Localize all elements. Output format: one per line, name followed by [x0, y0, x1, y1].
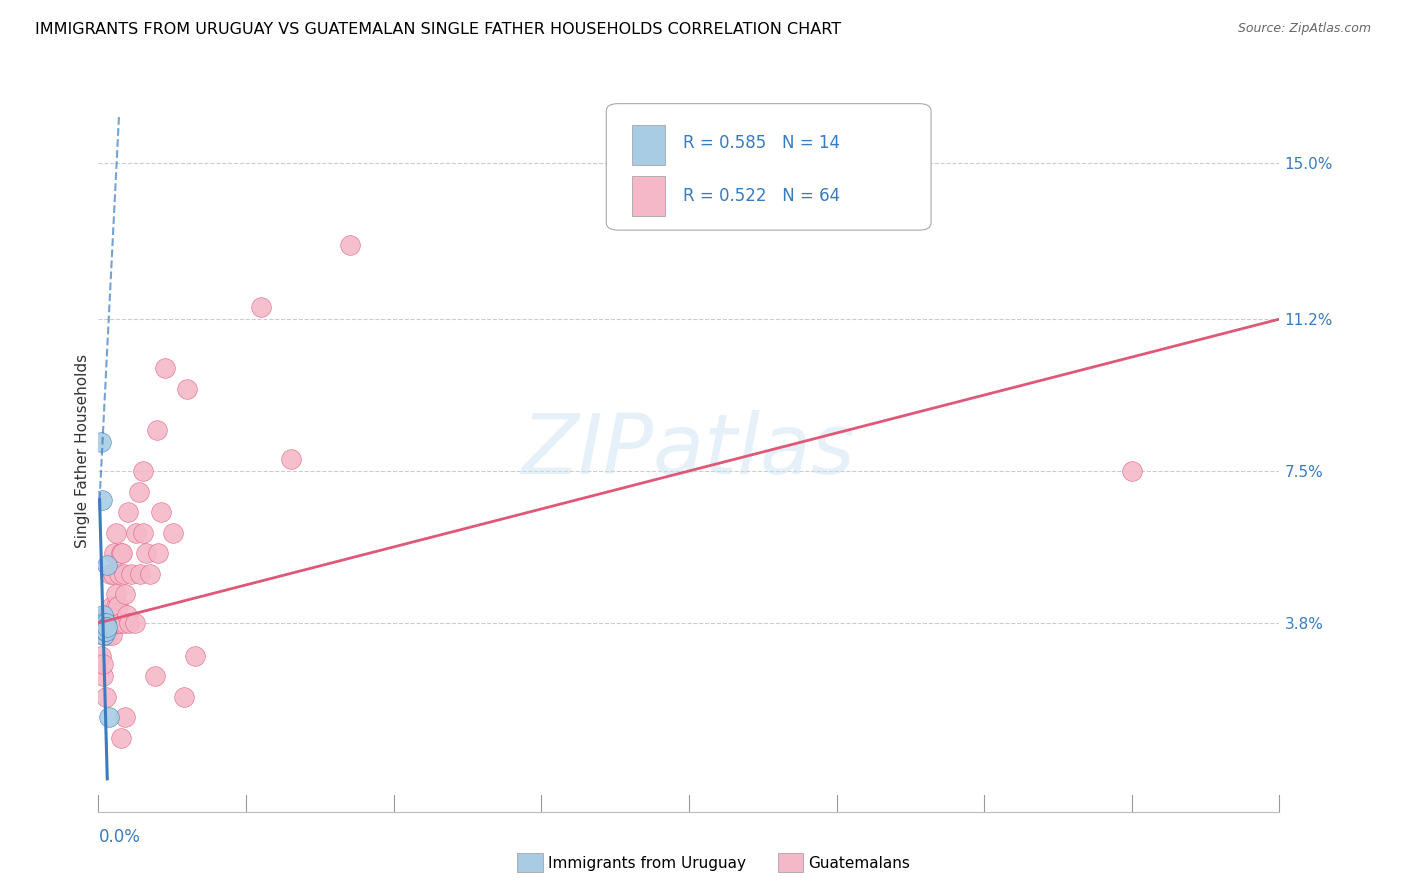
Point [91, 492, 114, 507]
Point [97, 628, 120, 642]
Point [98, 566, 121, 581]
Point [90, 648, 112, 663]
Y-axis label: Single Father Households: Single Father Households [75, 353, 90, 548]
Point [105, 587, 128, 601]
Point [98, 624, 121, 639]
Point [176, 382, 198, 396]
Point [91, 669, 114, 683]
Bar [633, 125, 665, 165]
Point [114, 587, 136, 601]
Point [91, 657, 114, 671]
Point [97, 615, 120, 630]
Point [91, 607, 114, 622]
Point [100, 615, 122, 630]
Point [110, 615, 132, 630]
Text: Immigrants from Uruguay: Immigrants from Uruguay [548, 856, 747, 871]
Point [112, 566, 135, 581]
Point [103, 566, 125, 581]
Point [100, 615, 122, 630]
Point [120, 566, 142, 581]
Point [93, 624, 115, 639]
Point [90, 435, 112, 450]
Point [128, 484, 150, 499]
Point [111, 546, 134, 560]
Point [132, 525, 155, 540]
Point [91, 615, 114, 630]
Point [96, 615, 118, 630]
Point [280, 451, 302, 466]
Point [101, 599, 124, 614]
Point [132, 464, 155, 478]
Point [103, 615, 125, 630]
Point [93, 615, 115, 630]
Point [110, 546, 132, 560]
Point [339, 238, 361, 252]
Point [108, 566, 131, 581]
Point [100, 628, 122, 642]
Point [125, 525, 148, 540]
Text: Source: ZipAtlas.com: Source: ZipAtlas.com [1237, 22, 1371, 36]
Point [149, 505, 172, 519]
Point [103, 615, 125, 630]
Point [97, 607, 120, 622]
Point [107, 599, 129, 614]
Point [115, 607, 138, 622]
Bar [633, 176, 665, 216]
Point [139, 566, 162, 581]
Point [94, 620, 117, 634]
Point [153, 361, 176, 376]
Text: IMMIGRANTS FROM URUGUAY VS GUATEMALAN SINGLE FATHER HOUSEHOLDS CORRELATION CHART: IMMIGRANTS FROM URUGUAY VS GUATEMALAN SI… [35, 22, 841, 37]
Point [93, 628, 115, 642]
Text: R = 0.585   N = 14: R = 0.585 N = 14 [683, 135, 839, 153]
Point [98, 607, 121, 622]
Point [104, 599, 127, 614]
Point [104, 607, 127, 622]
Point [93, 615, 115, 630]
Point [105, 525, 128, 540]
Point [1121, 464, 1143, 478]
Point [103, 546, 125, 560]
Point [183, 648, 205, 663]
FancyBboxPatch shape [606, 103, 931, 230]
Text: Guatemalans: Guatemalans [808, 856, 910, 871]
Point [94, 615, 117, 630]
Point [135, 546, 157, 560]
Point [96, 607, 118, 622]
Point [97, 710, 120, 724]
Point [148, 546, 170, 560]
Point [96, 558, 118, 573]
Text: 0.0%: 0.0% [98, 828, 141, 846]
Point [124, 615, 146, 630]
Point [94, 624, 117, 639]
Point [105, 615, 128, 630]
Point [173, 690, 195, 704]
Text: R = 0.522   N = 64: R = 0.522 N = 64 [683, 187, 841, 205]
Point [162, 525, 184, 540]
Point [112, 615, 135, 630]
Point [96, 620, 118, 634]
Point [94, 615, 117, 630]
Point [118, 615, 141, 630]
Point [117, 505, 139, 519]
Point [93, 628, 115, 642]
Point [250, 300, 273, 314]
Point [94, 690, 117, 704]
Point [97, 615, 120, 630]
Point [143, 669, 166, 683]
Text: ZIPatlas: ZIPatlas [522, 410, 856, 491]
Point [93, 628, 115, 642]
Point [110, 731, 132, 745]
Point [146, 423, 169, 437]
Point [129, 566, 152, 581]
Point [114, 710, 136, 724]
